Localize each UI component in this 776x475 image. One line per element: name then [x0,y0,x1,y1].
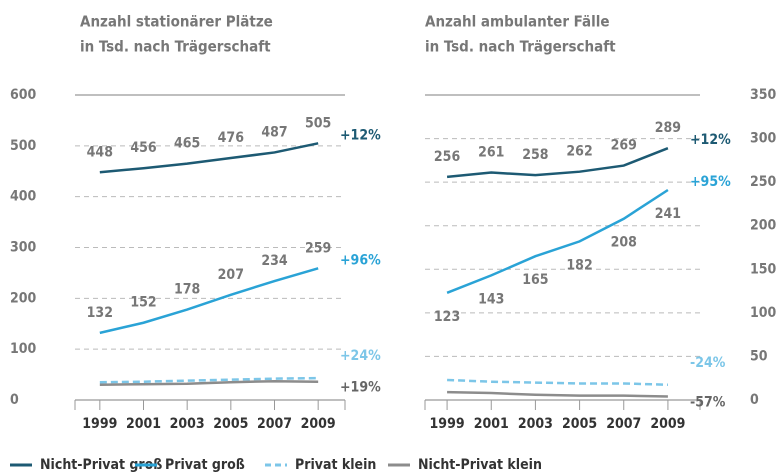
y-tick-label: 100 [10,341,37,357]
line-series [446,146,669,179]
line-series [99,376,319,384]
annotation: +12% [340,127,381,143]
legend-label: Privat groß [165,457,245,473]
y-tick-label: 350 [750,87,776,103]
y-tick-label: 400 [10,189,37,205]
legend-label: Nicht-Privat groß [40,457,162,473]
y-tick-label: 250 [750,174,776,190]
line-series [446,188,669,294]
line-series [447,390,668,398]
x-tick-label: 2009 [650,416,685,432]
data-label: 178 [174,282,200,298]
data-label: 465 [174,136,200,152]
data-label: 261 [478,145,504,161]
data-label: 143 [478,291,504,307]
x-tick-label: 2005 [562,416,597,432]
data-label: 182 [566,257,592,273]
line-series [99,379,319,386]
data-label: 289 [655,120,681,136]
data-label: 259 [305,240,331,256]
x-tick-label: 1999 [82,416,117,432]
annotation: -57% [690,395,726,411]
annotation: +19% [340,380,381,396]
data-label: 165 [522,272,548,288]
y-tick-label: 0 [750,392,759,408]
data-label: 256 [434,149,461,165]
data-label: 208 [611,235,637,251]
data-label: 152 [130,295,156,311]
x-tick-label: 2007 [606,416,641,432]
y-tick-label: 500 [10,138,37,154]
annotation: +12% [690,132,731,148]
legend-label: Nicht-Privat klein [418,457,542,473]
chart-title: in Tsd. nach Trägerschaft [425,38,616,56]
data-label: 269 [611,138,637,154]
y-tick-label: 150 [750,261,776,277]
data-label: 258 [522,147,548,163]
data-label: 448 [87,144,113,160]
y-tick-label: 200 [10,290,37,306]
x-tick-label: 2003 [170,416,205,432]
x-tick-label: 2007 [257,416,292,432]
chart-title: Anzahl ambulanter Fälle [425,13,610,31]
line-series [447,378,668,386]
x-tick-label: 2005 [213,416,248,432]
line-series [99,267,319,335]
y-tick-label: 50 [750,348,768,364]
data-label: 476 [218,130,245,146]
x-tick-label: 2001 [126,416,161,432]
data-label: 487 [261,124,287,140]
legend-label: Privat klein [295,457,376,473]
x-tick-label: 2009 [301,416,336,432]
data-label: 132 [87,305,113,321]
x-tick-label: 1999 [430,416,465,432]
data-label: 262 [566,144,592,160]
data-label: 456 [130,140,157,156]
y-tick-label: 200 [750,218,776,234]
annotation: +24% [340,348,381,364]
line-series [99,142,319,174]
data-label: 241 [655,206,681,222]
data-label: 123 [434,309,460,325]
chart-title: in Tsd. nach Trägerschaft [80,38,271,56]
y-tick-label: 600 [10,87,37,103]
y-tick-label: 300 [750,131,776,147]
annotation: +96% [340,252,381,268]
x-tick-label: 2001 [474,416,509,432]
annotation: -24% [690,355,726,371]
annotation: +95% [690,174,731,190]
y-tick-label: 100 [750,305,776,321]
data-label: 207 [218,267,244,283]
chart-title: Anzahl stationärer Plätze [80,13,273,31]
data-label: 505 [305,115,331,131]
y-tick-label: 0 [10,392,19,408]
data-label: 234 [261,253,288,269]
y-tick-label: 300 [10,240,37,256]
x-tick-label: 2003 [518,416,553,432]
